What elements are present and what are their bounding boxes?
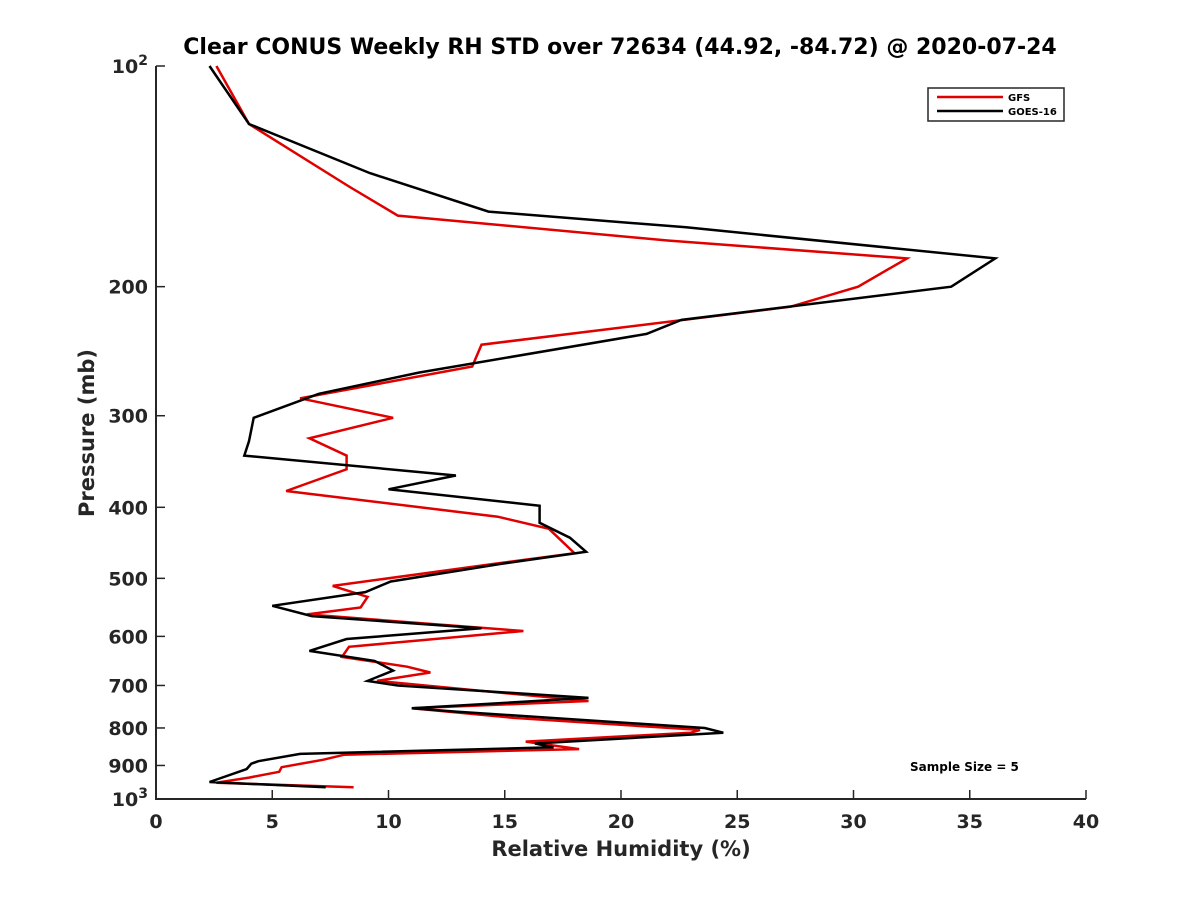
y-ticks: 102 200 300 400 500 600 700 800 900 103 (108, 53, 165, 811)
y-tick-label: 300 (108, 406, 148, 428)
plot-area: 0 5 10 15 20 25 30 35 40 102 200 300 400 500 600 700 80… (108, 53, 1099, 833)
x-ticks: 0 5 10 15 20 25 30 35 40 (149, 790, 1099, 833)
legend-label-goes-16: GOES-16 (1008, 107, 1057, 118)
legend-label-gfs: GFS (1008, 93, 1030, 104)
x-tick-label: 35 (957, 811, 983, 833)
legend: GFS GOES-16 (927, 87, 1065, 122)
x-axis-label: Relative Humidity (%) (491, 837, 750, 861)
y-tick-label: 103 (112, 786, 148, 811)
y-tick-label: 500 (108, 568, 148, 590)
y-tick-label: 800 (108, 718, 148, 740)
y-tick-label: 600 (108, 626, 148, 648)
series-layer (208, 65, 999, 789)
y-tick-label: 200 (108, 277, 148, 299)
x-tick-label: 20 (608, 811, 634, 833)
y-axis-label: Pressure (mb) (75, 349, 99, 517)
x-tick-label: 0 (149, 811, 162, 833)
x-tick-label: 25 (724, 811, 750, 833)
y-tick-label: 400 (108, 497, 148, 519)
x-tick-label: 15 (492, 811, 518, 833)
y-tick-label: 102 (112, 53, 148, 78)
y-tick-label: 700 (108, 675, 148, 697)
y-tick-label: 900 (108, 755, 148, 777)
sample-size-annotation: Sample Size = 5 (910, 760, 1019, 774)
x-tick-label: 30 (840, 811, 866, 833)
chart-title: Clear CONUS Weekly RH STD over 72634 (44… (183, 35, 1056, 60)
x-tick-label: 10 (375, 811, 401, 833)
series-line-goes-16 (208, 65, 999, 789)
x-tick-label: 5 (266, 811, 279, 833)
x-tick-label: 40 (1073, 811, 1099, 833)
legend-box (927, 87, 1065, 122)
